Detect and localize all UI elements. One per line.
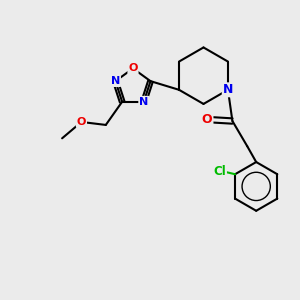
Text: O: O <box>202 113 212 126</box>
Text: N: N <box>223 83 233 96</box>
Text: N: N <box>139 97 148 107</box>
Text: N: N <box>111 76 120 86</box>
Text: Cl: Cl <box>213 165 226 178</box>
Text: O: O <box>77 117 86 127</box>
Text: O: O <box>128 63 138 74</box>
